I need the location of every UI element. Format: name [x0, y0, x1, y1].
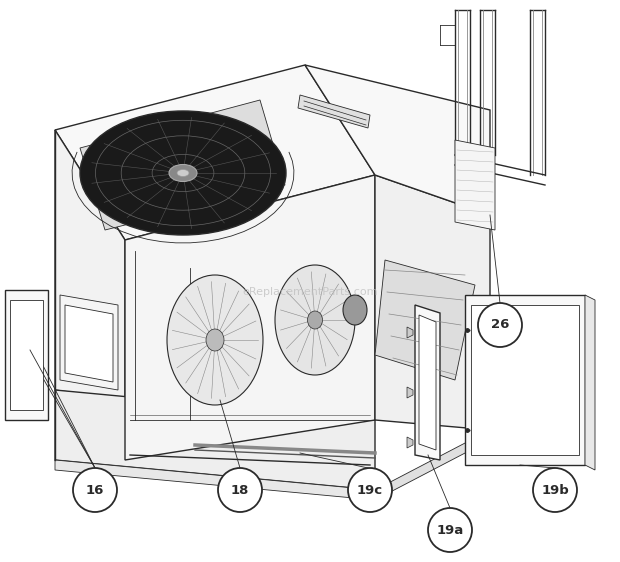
Polygon shape [375, 175, 490, 430]
Ellipse shape [343, 295, 367, 325]
Polygon shape [55, 65, 375, 240]
Polygon shape [65, 305, 113, 382]
Ellipse shape [167, 275, 263, 405]
Polygon shape [585, 295, 595, 470]
Polygon shape [305, 65, 490, 215]
Polygon shape [55, 130, 125, 400]
Polygon shape [407, 387, 413, 398]
Polygon shape [298, 95, 370, 128]
Circle shape [348, 468, 392, 512]
Circle shape [428, 508, 472, 552]
Ellipse shape [206, 329, 224, 351]
Polygon shape [415, 305, 440, 460]
Ellipse shape [275, 265, 355, 375]
Circle shape [478, 303, 522, 347]
Text: 19b: 19b [541, 483, 569, 496]
Polygon shape [407, 327, 413, 338]
Ellipse shape [80, 111, 286, 235]
Polygon shape [125, 175, 375, 460]
Polygon shape [55, 390, 375, 490]
Text: eReplacementParts.com: eReplacementParts.com [242, 287, 378, 297]
Circle shape [218, 468, 262, 512]
Text: 26: 26 [491, 319, 509, 332]
Polygon shape [5, 290, 48, 420]
Polygon shape [375, 430, 490, 500]
Text: 19a: 19a [436, 523, 464, 537]
Polygon shape [455, 140, 495, 230]
Polygon shape [419, 315, 436, 450]
Polygon shape [60, 295, 118, 390]
Ellipse shape [308, 311, 322, 329]
Polygon shape [471, 305, 579, 455]
Polygon shape [465, 295, 585, 465]
Polygon shape [80, 100, 285, 230]
Text: 19c: 19c [357, 483, 383, 496]
Text: 16: 16 [86, 483, 104, 496]
Polygon shape [55, 460, 375, 500]
Text: 18: 18 [231, 483, 249, 496]
Polygon shape [10, 300, 43, 410]
Polygon shape [407, 437, 413, 448]
Circle shape [533, 468, 577, 512]
Polygon shape [375, 260, 475, 380]
Circle shape [73, 468, 117, 512]
Ellipse shape [177, 170, 189, 176]
Ellipse shape [169, 165, 197, 182]
